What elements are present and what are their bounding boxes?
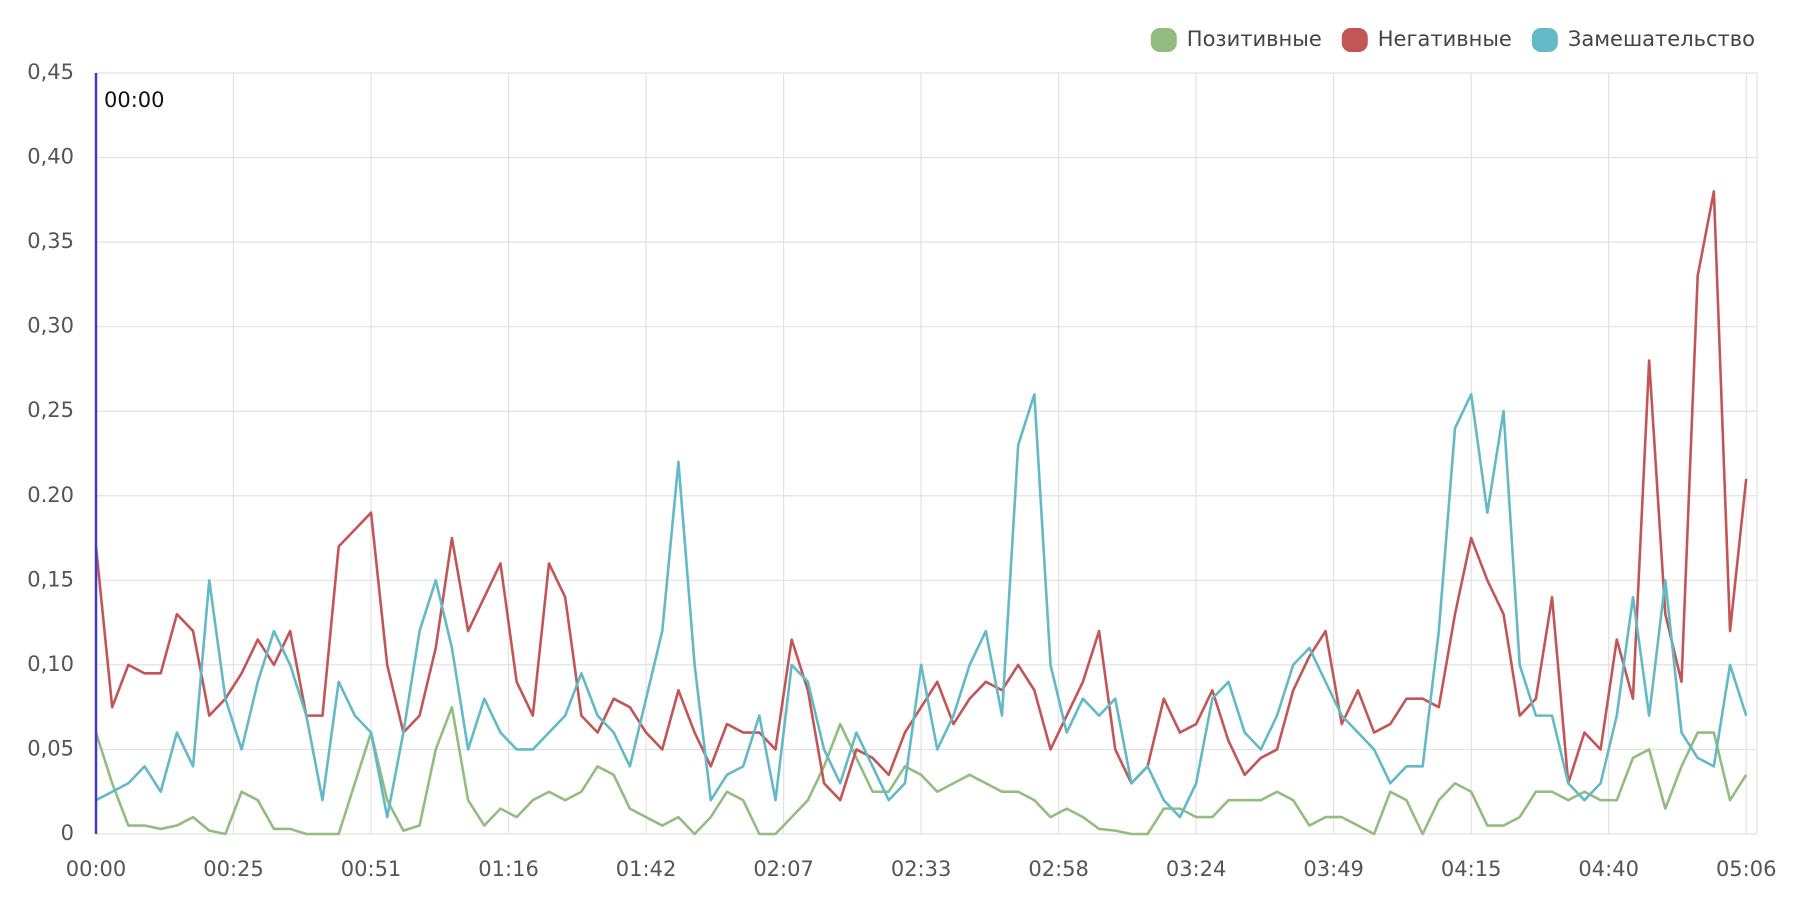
legend-swatch bbox=[1150, 28, 1177, 52]
y-tick-label: 0,30 bbox=[27, 314, 74, 338]
x-tick-label: 02:33 bbox=[891, 857, 952, 881]
x-tick-label: 04:40 bbox=[1578, 857, 1639, 881]
y-tick-label: 0,35 bbox=[27, 229, 74, 253]
lines: 00:00 bbox=[94, 73, 1748, 836]
y-tick-label: 0,05 bbox=[27, 736, 74, 760]
y-tick-label: 0 bbox=[61, 821, 74, 845]
y-tick-label: 0,45 bbox=[27, 60, 74, 84]
y-tick-label: 0.20 bbox=[27, 483, 74, 507]
legend-label: Позитивные bbox=[1187, 27, 1322, 51]
cursor-label: 00:00 bbox=[104, 88, 165, 112]
x-tick-label: 00:51 bbox=[341, 857, 402, 881]
x-tick-label: 00:25 bbox=[203, 857, 264, 881]
y-tick-label: 0,15 bbox=[27, 567, 74, 591]
x-tick-label: 00:00 bbox=[66, 857, 127, 881]
x-tick-label: 03:49 bbox=[1303, 857, 1364, 881]
legend-swatch bbox=[1341, 28, 1368, 52]
x-tick-label: 01:42 bbox=[616, 857, 677, 881]
x-tick-label: 05:06 bbox=[1716, 857, 1777, 881]
x-tick-label: 02:07 bbox=[753, 857, 814, 881]
series-line bbox=[94, 190, 1748, 802]
x-tick-label: 01:16 bbox=[478, 857, 539, 881]
series-line bbox=[95, 393, 1748, 819]
x-tick-label: 02:58 bbox=[1028, 857, 1089, 881]
legend-label: Негативные bbox=[1378, 27, 1512, 51]
y-tick-label: 0,25 bbox=[27, 398, 74, 422]
x-tick-label: 04:15 bbox=[1441, 857, 1502, 881]
y-tick-label: 0,40 bbox=[27, 145, 74, 169]
x-tick-label: 03:24 bbox=[1166, 857, 1227, 881]
legend-label: Замешательство bbox=[1568, 27, 1755, 51]
legend-swatch bbox=[1531, 28, 1558, 52]
y-tick-label: 0,10 bbox=[27, 652, 74, 676]
grid: 0 0,05 0,10 0,15 0.20 0,25 0,30 0,35 0,40 0,45 00:… bbox=[27, 60, 1776, 881]
legend: Замешательство Негативные Позитивные bbox=[1150, 27, 1755, 52]
